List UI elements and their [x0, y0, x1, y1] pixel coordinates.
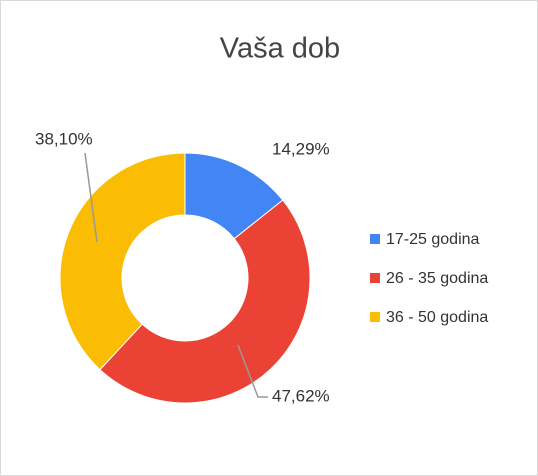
data-label: 14,29% [272, 139, 330, 158]
leader-line [84, 152, 98, 243]
donut-slice [59, 152, 186, 371]
legend-label: 36 - 50 godina [386, 309, 488, 326]
legend-swatch [370, 234, 380, 244]
chart-title: Vaša dob [220, 33, 340, 65]
legend-label: 26 - 35 godina [386, 270, 488, 287]
leader-line [237, 344, 268, 398]
legend-label: 17-25 godina [386, 231, 480, 248]
data-label: 38,10% [35, 129, 93, 148]
donut-slice [99, 199, 311, 404]
legend-swatch [370, 273, 380, 283]
data-label: 47,62% [272, 386, 330, 405]
legend-swatch [370, 312, 380, 322]
